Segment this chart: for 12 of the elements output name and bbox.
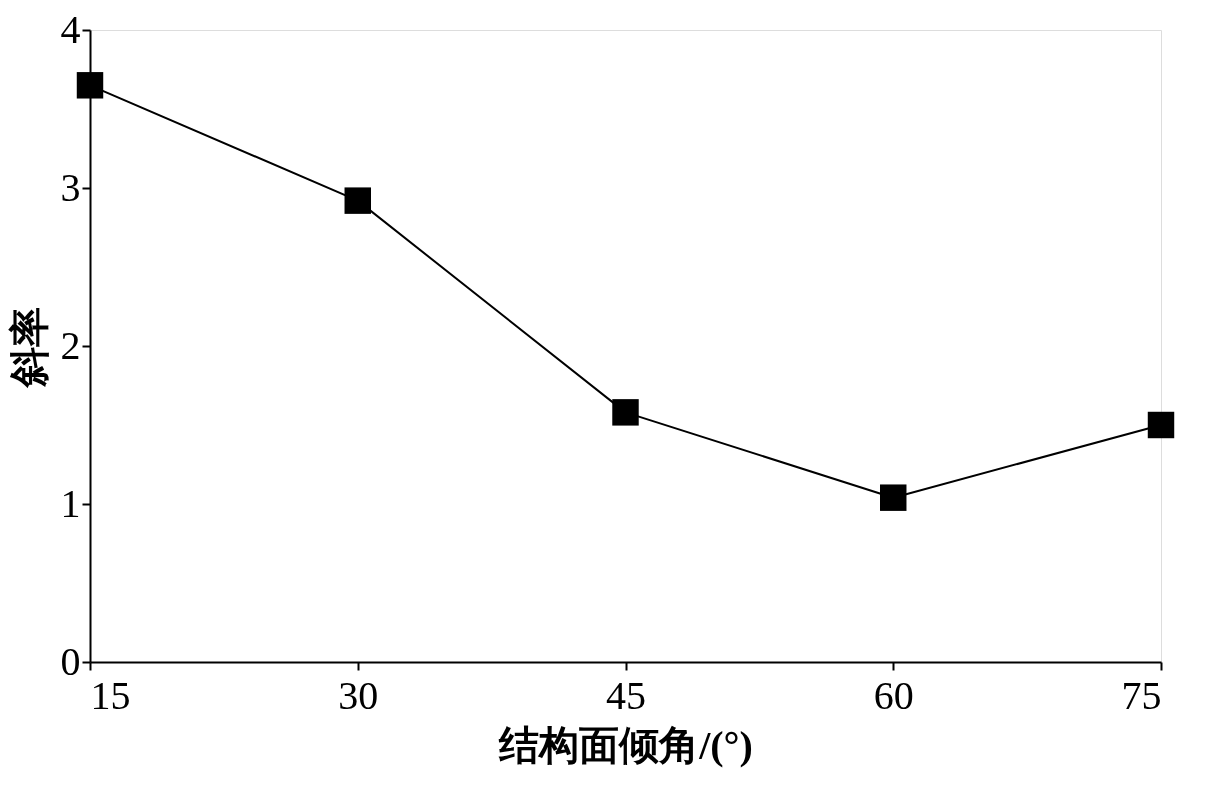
y-axis-title: 斜率 bbox=[6, 306, 52, 389]
y-tick-label: 0 bbox=[60, 638, 81, 684]
x-tick-label: 15 bbox=[90, 672, 131, 718]
x-tick-label: 30 bbox=[338, 672, 379, 718]
y-tick-label: 3 bbox=[60, 164, 81, 210]
x-tick-label: 60 bbox=[873, 672, 914, 718]
y-tick-label: 2 bbox=[60, 322, 81, 368]
x-tick-label: 75 bbox=[1121, 672, 1162, 718]
y-tick-label: 4 bbox=[60, 6, 81, 52]
y-tick-label: 1 bbox=[60, 480, 81, 526]
x-axis-title: 结构面倾角/(°) bbox=[498, 722, 753, 768]
x-tick-label: 45 bbox=[606, 672, 646, 718]
